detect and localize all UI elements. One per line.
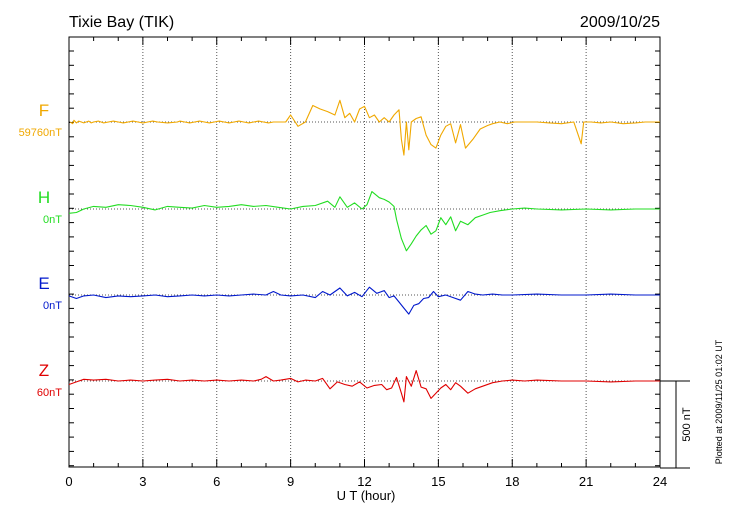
plot-border — [68, 36, 661, 468]
plot-frame — [68, 36, 661, 468]
baseline-label-h: 0nT — [43, 214, 62, 226]
channel-label-e: E — [38, 274, 49, 293]
x-tick-label: 9 — [287, 474, 294, 489]
chart-title: Tixie Bay (TIK) — [69, 14, 174, 31]
series-layer — [68, 99, 660, 403]
x-axis-label: U T (hour) — [337, 488, 396, 503]
series-z-line — [68, 370, 660, 403]
x-tick-label: 18 — [505, 474, 519, 489]
channel-label-h: H — [38, 188, 50, 207]
chart-date: 2009/10/25 — [580, 14, 660, 31]
channel-labels: F 59760nT H 0nT E 0nT Z 60nT — [19, 101, 63, 399]
series-f-line — [69, 99, 660, 156]
x-tick-label: 6 — [213, 474, 220, 489]
baseline-label-f: 59760nT — [19, 127, 63, 139]
x-tick-label: 3 — [139, 474, 146, 489]
x-tick-label: 21 — [579, 474, 593, 489]
series-h-line — [68, 191, 660, 252]
baseline-label-z: 60nT — [37, 387, 62, 399]
series-e-line — [68, 286, 660, 315]
x-tick-label: 15 — [431, 474, 445, 489]
channel-label-z: Z — [39, 361, 49, 380]
x-axis-ticks: 0 3 6 9 12 15 18 21 24 — [65, 474, 667, 489]
plotted-note: Plotted at 2009/11/25 01:02 UT — [714, 339, 724, 464]
x-tick-label: 24 — [653, 474, 667, 489]
grid-lines — [69, 37, 660, 467]
baseline-label-e: 0nT — [43, 300, 62, 312]
channel-label-f: F — [39, 101, 49, 120]
scale-bar: 500 nT — [660, 380, 693, 469]
x-tick-label: 0 — [65, 474, 72, 489]
scale-bar-label: 500 nT — [681, 407, 693, 442]
x-tick-label: 12 — [357, 474, 371, 489]
